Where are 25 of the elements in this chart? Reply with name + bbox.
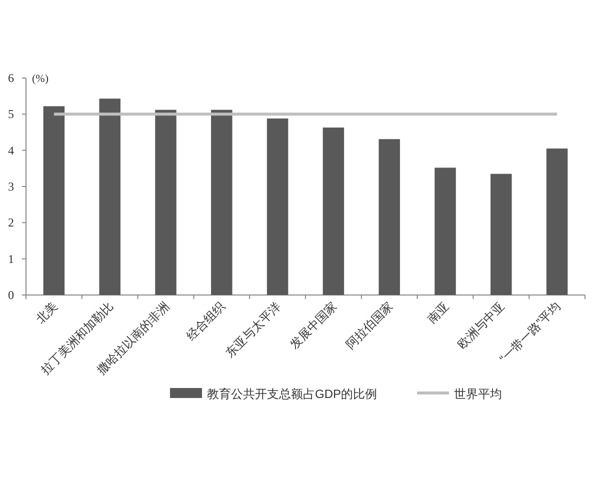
- bar: [155, 110, 176, 295]
- y-axis-title: (%): [32, 73, 49, 85]
- bar: [546, 148, 568, 295]
- y-tick-label: 3: [8, 180, 14, 194]
- bar: [99, 98, 120, 295]
- x-tick-label: 阿拉伯国家: [343, 299, 396, 352]
- x-tick-label: 北美: [33, 299, 60, 326]
- x-tick-label: 南亚: [424, 299, 452, 326]
- bar: [434, 168, 456, 295]
- bar: [378, 139, 400, 295]
- y-tick-label: 5: [8, 107, 14, 122]
- bar: [266, 118, 288, 295]
- bar: [43, 106, 65, 295]
- legend-label: 教育公共开支总额占GDP的比例: [207, 387, 378, 401]
- x-tick-label: 欧洲与中亚: [454, 299, 508, 352]
- y-tick-label: 2: [8, 216, 14, 230]
- bar: [211, 110, 232, 295]
- bar: [322, 128, 344, 295]
- x-tick-label: 发展中国家: [287, 299, 340, 352]
- legend-label: 世界平均: [454, 387, 502, 401]
- y-tick-label: 4: [8, 143, 14, 158]
- y-tick-label: 1: [8, 252, 14, 266]
- y-tick-label: 6: [8, 71, 14, 85]
- bar: [490, 174, 512, 295]
- y-tick-label: 0: [8, 288, 14, 302]
